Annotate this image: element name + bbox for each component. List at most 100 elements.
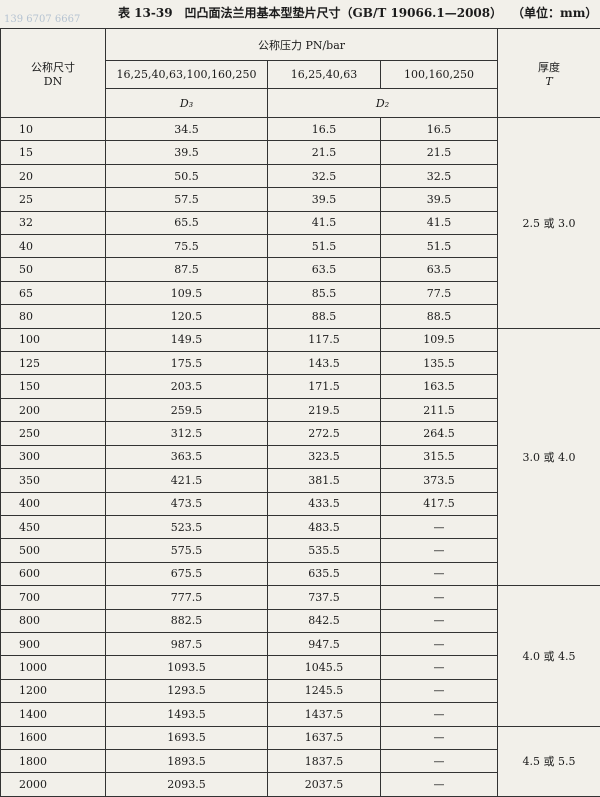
value-cell: 523.5 [105,514,268,540]
data-row: 65 109.5 85.5 77.5 [0,280,600,306]
thickness-cell: 2.5 或 3.0 [497,117,600,329]
header-cell: D₂ [266,88,499,118]
watermark: 139 6707 6667 [4,14,81,25]
value-cell: 39.5 [105,140,268,165]
gasket-table: 公称尺寸 DN 公称压力 PN/bar 厚度 T 16,25,40,63,100,1… [0,28,600,797]
data-row: 32 65.5 41.5 41.5 [0,210,600,236]
value-cell: 737.5 [267,585,381,610]
value-cell: 85.5 [267,280,381,306]
value-cell: 51.5 [379,234,499,259]
value-cell: — [379,772,499,797]
value-cell: 264.5 [379,421,499,446]
value-cell: 1893.5 [105,748,268,774]
value-cell: 433.5 [267,491,381,516]
data-row: 1600 1693.5 1637.5—4.5 或 5.5 [0,725,600,797]
header-cell: 16,25,40,63,100,160,250 [105,60,268,89]
value-cell: 1637.5 [267,725,381,750]
value-cell: 842.5 [267,608,381,633]
value-cell: 947.5 [267,631,381,657]
value-cell: 1045.5 [267,655,381,680]
value-cell: 315.5 [379,444,499,470]
value-cell: — [379,561,499,587]
value-cell: 211.5 [379,397,499,423]
dn-cell: 200 [0,397,106,423]
value-cell: 272.5 [267,421,381,446]
header-text: 公称尺寸 [31,60,75,74]
value-cell: 1093.5 [105,655,268,680]
header-cell: 100,160,250 [379,60,499,89]
value-cell: — [379,725,499,750]
value-cell: — [379,702,499,727]
value-cell: 75.5 [105,234,268,259]
data-row: 40 75.5 51.5 51.5 [0,234,600,259]
data-row: 15 39.5 21.5 21.5 [0,140,600,165]
value-cell: — [379,631,499,657]
value-cell: 2093.5 [105,772,268,797]
header-cell: 16,25,40,63 [267,60,381,89]
dn-cell: 1000 [0,655,106,680]
value-cell: 483.5 [267,514,381,540]
value-cell: 675.5 [105,561,268,587]
value-cell: 135.5 [379,351,499,376]
dn-cell: 1200 [0,678,106,704]
dn-cell: 350 [0,468,106,493]
value-cell: 421.5 [105,468,268,493]
value-cell: 50.5 [105,163,268,189]
value-cell: 373.5 [379,468,499,493]
value-cell: 21.5 [267,140,381,165]
header-row: 16,25,40,63,100,160,250 16,25,40,63 100,… [1,60,600,89]
data-row: 800 882.5 842.5— [0,608,600,633]
data-row: 400 473.5 433.5 417.5 [0,491,600,516]
thickness-cell: 3.0 或 4.0 [497,327,600,587]
table-title: 表 13-39 凹凸面法兰用基本型垫片尺寸（GB/T 19066.1—2008） [118,6,503,20]
value-cell: — [379,608,499,633]
dn-cell: 1400 [0,702,106,727]
header-cell: 公称压力 PN/bar [104,28,499,61]
dn-cell: 32 [0,210,106,236]
value-cell: 32.5 [267,163,381,189]
header-cell: 公称尺寸 DN [0,28,106,118]
header-text: T [545,74,553,88]
value-cell: 51.5 [267,234,381,259]
value-cell: — [379,538,499,563]
data-row: 20 50.5 32.5 32.5 [0,163,600,189]
dn-cell: 450 [0,514,106,540]
dn-cell: 40 [0,234,106,259]
value-cell: — [379,748,499,774]
value-cell: 1437.5 [267,702,381,727]
value-cell: 41.5 [267,210,381,236]
value-cell: 417.5 [379,491,499,516]
value-cell: 1837.5 [267,748,381,774]
header-row: D₃ D₂ [1,88,600,118]
data-row: 125 175.5 143.5 135.5 [0,351,600,376]
value-cell: 175.5 [105,351,268,376]
thickness-cell: 4.0 或 4.5 [497,585,600,727]
value-cell: 1693.5 [105,725,268,750]
value-cell: 117.5 [267,327,381,353]
dn-cell: 400 [0,491,106,516]
value-cell: 535.5 [267,538,381,563]
value-cell: 777.5 [105,585,268,610]
dn-cell: 65 [0,280,106,306]
header-text: 厚度 [538,60,561,74]
data-row: 900 987.5 947.5— [0,631,600,657]
dn-cell: 80 [0,304,106,329]
dn-cell: 125 [0,351,106,376]
dn-cell: 15 [0,140,106,165]
data-row: 25 57.5 39.5 39.5 [0,187,600,212]
value-cell: 171.5 [267,374,381,399]
dn-cell: 150 [0,374,106,399]
dn-cell: 500 [0,538,106,563]
value-cell: 87.5 [105,257,268,282]
value-cell: — [379,514,499,540]
dn-cell: 1600 [0,725,106,750]
value-cell: — [379,585,499,610]
value-cell: 63.5 [379,257,499,282]
header-text: D₃ [179,96,194,110]
dn-cell: 2000 [0,772,106,797]
data-row: 500 575.5 535.5— [0,538,600,563]
value-cell: 1293.5 [105,678,268,704]
value-cell: — [379,678,499,704]
header-row: 公称尺寸 DN 公称压力 PN/bar 厚度 T [0,28,600,118]
